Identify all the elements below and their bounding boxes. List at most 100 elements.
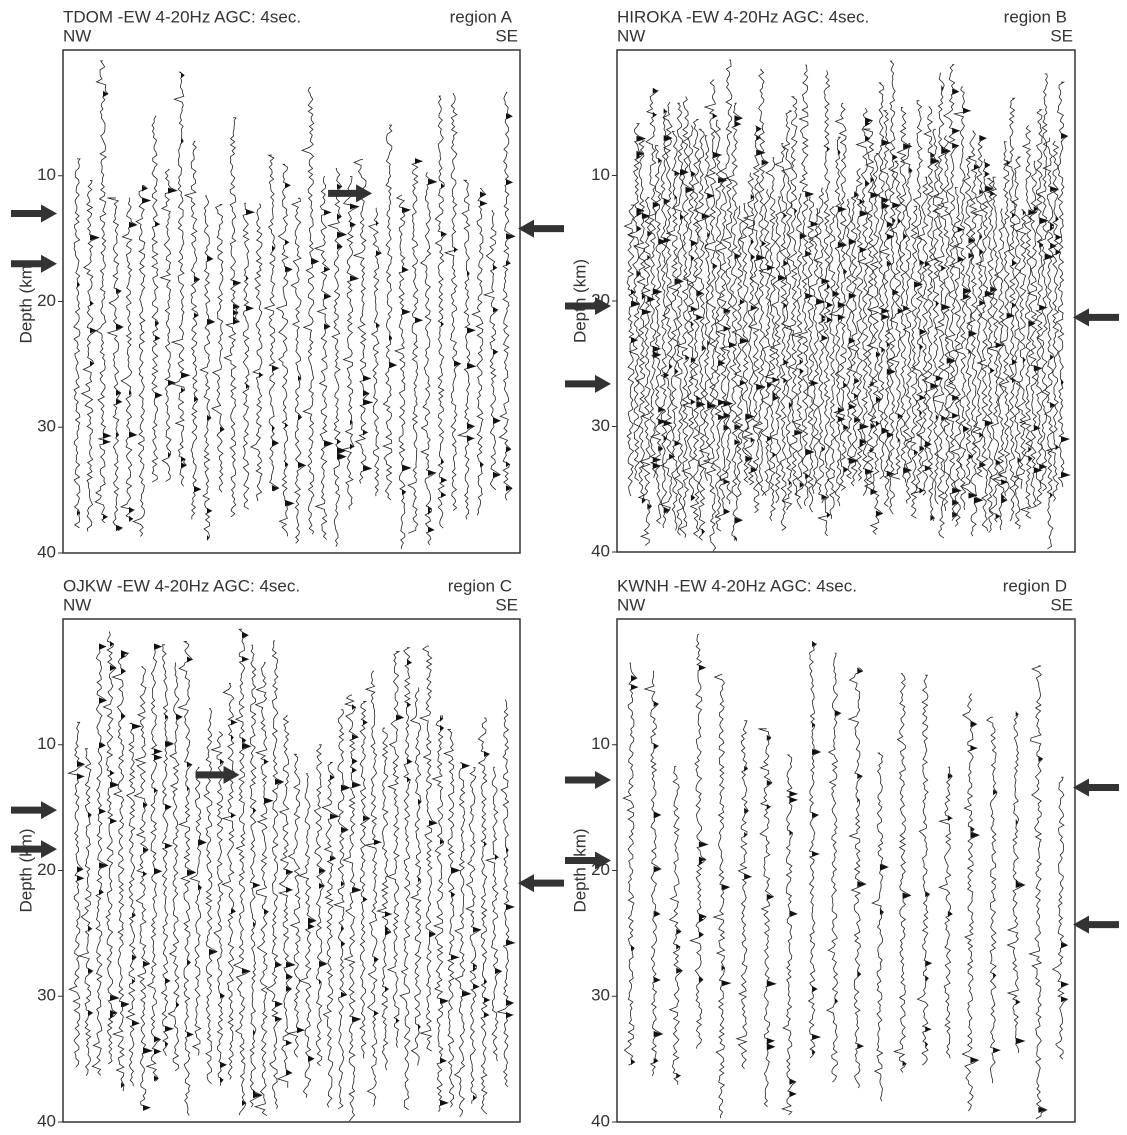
trace-fill: [319, 868, 327, 985]
trace: [699, 136, 716, 481]
arrow: [518, 220, 564, 238]
direction-label: SE: [1050, 26, 1073, 45]
trace: [987, 717, 1000, 1083]
trace: [623, 663, 637, 1065]
arrow: [518, 874, 564, 892]
trace: [291, 198, 305, 543]
trace: [92, 646, 107, 1075]
y-tick-label: 40: [37, 542, 56, 561]
trace: [670, 767, 683, 1085]
trace: [849, 668, 866, 1088]
trace: [222, 683, 236, 1079]
trace-fill: [363, 375, 372, 471]
arrow: [11, 801, 57, 819]
trace: [455, 763, 471, 1117]
trace: [135, 667, 152, 1108]
trace-fill: [99, 643, 108, 895]
trace: [278, 716, 295, 1088]
trace-fill: [253, 807, 262, 1098]
trace: [314, 745, 326, 1066]
trace: [998, 142, 1014, 496]
trace-fill: [352, 704, 361, 1022]
trace: [383, 125, 396, 500]
trace: [1056, 82, 1069, 487]
region-label: region D: [1003, 576, 1067, 595]
traces: [69, 629, 515, 1121]
trace: [628, 124, 645, 481]
trace-fill: [744, 766, 751, 880]
trace-fill: [297, 1027, 304, 1033]
y-tick-label: 40: [591, 1111, 610, 1130]
trace: [809, 644, 821, 1058]
panel-title: TDOM -EW 4-20Hz AGC: 4sec.: [63, 7, 301, 26]
trace-fill: [272, 245, 279, 491]
trace-fill: [155, 221, 162, 398]
trace: [243, 203, 254, 509]
region-label: region C: [448, 576, 512, 595]
arrow: [1073, 308, 1119, 326]
y-tick-label: 30: [591, 416, 610, 435]
figure: TDOM -EW 4-20Hz AGC: 4sec.region ANWSEDe…: [0, 0, 1127, 1135]
trace: [1030, 666, 1047, 1119]
trace-fill: [428, 179, 436, 533]
trace: [420, 646, 437, 1051]
traces: [74, 61, 515, 549]
trace-fill: [722, 884, 731, 986]
trace-fill: [970, 721, 978, 1063]
trace-fill: [462, 763, 470, 997]
y-tick-label: 20: [37, 860, 56, 879]
trace: [775, 144, 788, 531]
trace: [732, 206, 748, 497]
trace: [445, 94, 460, 511]
trace: [366, 671, 381, 1106]
trace: [255, 663, 272, 1116]
trace: [377, 728, 391, 1070]
plot-frame: [63, 50, 520, 553]
trace-fill: [337, 184, 346, 460]
trace-fill: [275, 779, 283, 1022]
trace: [302, 87, 318, 534]
trace: [126, 723, 140, 1086]
trace: [962, 694, 979, 1111]
trace: [395, 195, 410, 549]
trace: [179, 641, 196, 1115]
traces: [625, 60, 1070, 551]
trace: [172, 72, 189, 486]
y-tick-label: 10: [37, 165, 56, 184]
plot-frame: [617, 619, 1075, 1122]
y-tick-label: 10: [591, 165, 610, 184]
trace-fill: [298, 375, 305, 468]
trace: [168, 663, 182, 1071]
trace-fill: [827, 146, 832, 518]
trace-fill: [451, 867, 459, 960]
trace: [147, 646, 162, 1081]
trace: [251, 204, 263, 501]
trace: [1053, 777, 1068, 1059]
direction-label: NW: [63, 595, 91, 614]
trace-fill: [103, 91, 111, 520]
trace: [329, 169, 347, 547]
trace-fill: [473, 927, 481, 1101]
trace: [369, 208, 381, 496]
arrow: [328, 184, 372, 202]
trace-fill: [495, 854, 502, 974]
trace-fill: [812, 641, 820, 1055]
y-axis-label: Depth (km): [570, 828, 589, 912]
trace: [478, 718, 489, 1114]
trace: [162, 645, 174, 1056]
trace: [765, 158, 779, 521]
trace: [121, 198, 137, 519]
trace: [299, 774, 316, 1098]
trace: [113, 653, 129, 1091]
arrow: [565, 771, 611, 789]
trace: [190, 768, 206, 1056]
trace-fill: [350, 204, 359, 450]
direction-label: NW: [63, 26, 91, 45]
trace: [224, 118, 240, 517]
y-tick-label: 30: [37, 986, 56, 1005]
direction-label: SE: [495, 595, 518, 614]
panel-title: HIROKA -EW 4-20Hz AGC: 4sec.: [617, 7, 869, 26]
trace: [886, 61, 900, 514]
trace-fill: [143, 802, 152, 1111]
trace-fill: [246, 209, 254, 389]
